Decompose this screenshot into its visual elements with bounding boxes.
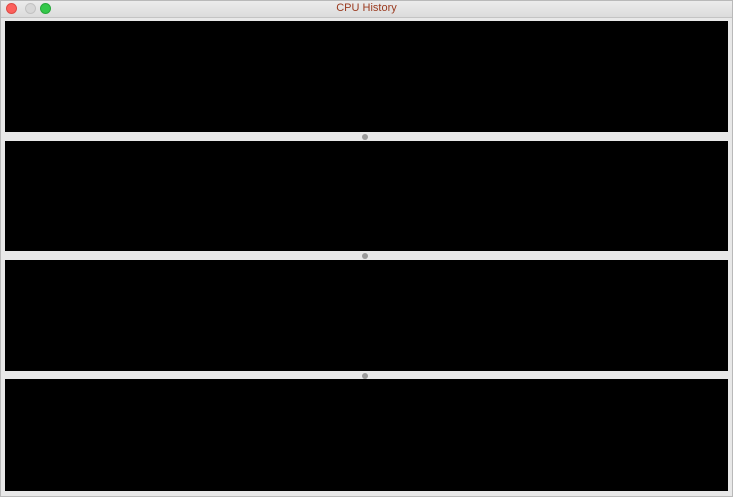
core-divider-handle[interactable] [362, 134, 368, 140]
title-bar[interactable]: CPU History [1, 1, 732, 18]
core-divider-handle[interactable] [362, 253, 368, 259]
close-button[interactable] [6, 3, 17, 14]
cpu-history-bars [5, 21, 728, 132]
cpu-core-3-graph [5, 260, 728, 371]
cpu-core-2-graph [5, 141, 728, 251]
core-divider-handle[interactable] [362, 373, 368, 379]
zoom-button[interactable] [40, 3, 51, 14]
minimize-button[interactable] [25, 3, 36, 14]
cpu-core-1-graph [5, 21, 728, 132]
cpu-history-bars [5, 260, 728, 371]
cpu-core-4-graph [5, 379, 728, 491]
cpu-history-bars [5, 379, 728, 491]
window-title: CPU History [336, 2, 397, 14]
cpu-history-bars [5, 141, 728, 251]
